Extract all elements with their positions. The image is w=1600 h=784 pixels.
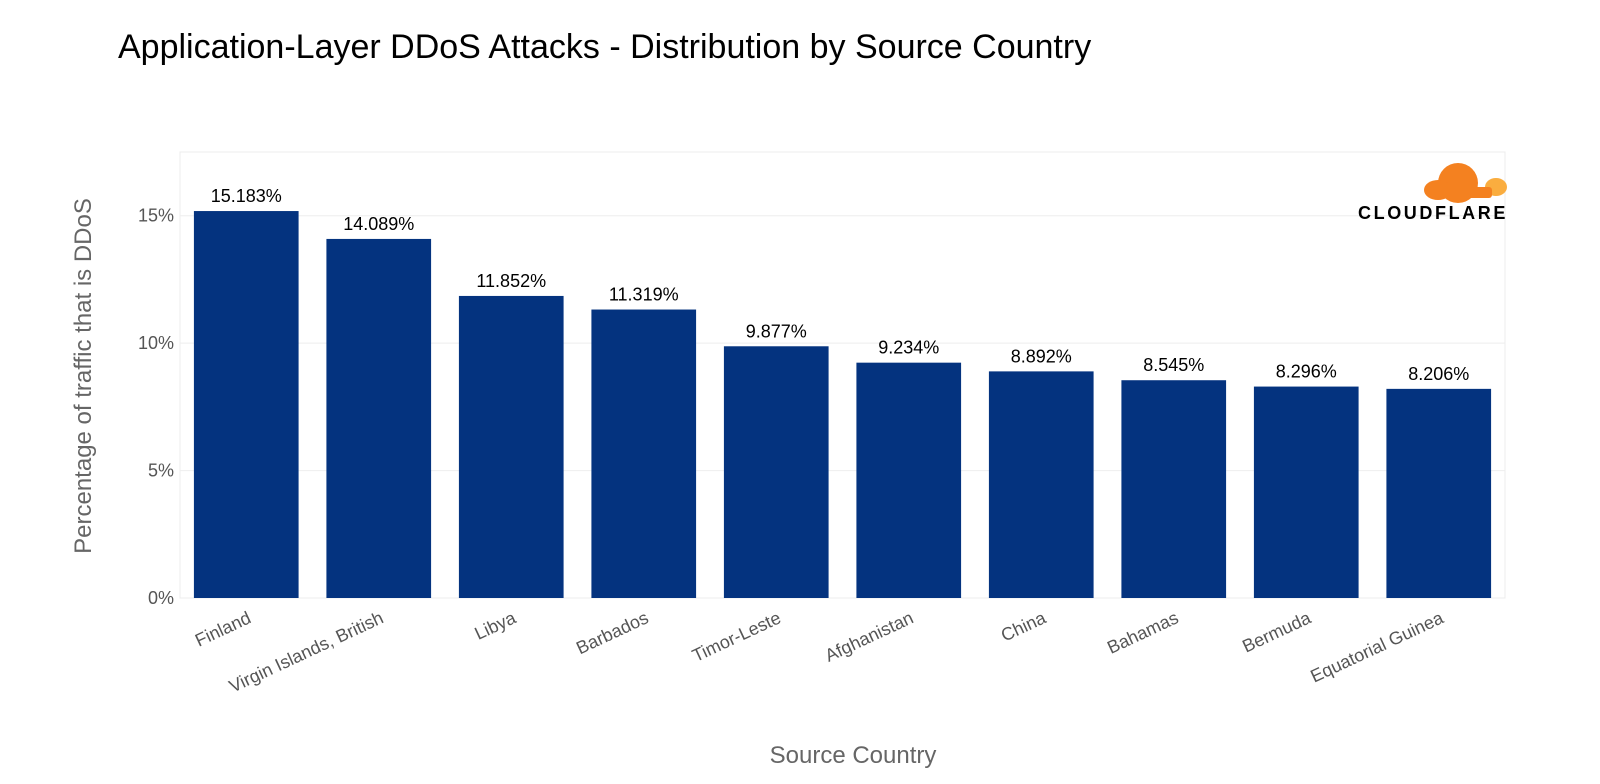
bar (723, 346, 829, 598)
chart-title: Application-Layer DDoS Attacks - Distrib… (118, 28, 1092, 66)
x-category-label: Barbados (573, 607, 651, 658)
data-label: 11.319% (609, 285, 679, 305)
data-label: 15.183% (211, 186, 282, 206)
y-tick-label: 5% (148, 461, 174, 481)
cloud-icon (1424, 163, 1507, 203)
bar (458, 295, 564, 598)
data-label: 14.089% (343, 214, 414, 234)
x-category-label: Bahamas (1104, 607, 1181, 657)
bar (326, 238, 432, 599)
y-tick-label: 15% (138, 206, 174, 226)
y-axis-title: Percentage of traffic that is DDoS (70, 198, 97, 554)
bar (1253, 386, 1359, 598)
bar (988, 371, 1094, 598)
y-axis-ticks: 0% 5% 10% 15% (138, 206, 174, 608)
data-label: 9.234% (878, 338, 939, 358)
x-category-label: Libya (471, 607, 519, 644)
x-category-label: China (998, 607, 1050, 645)
y-tick-label: 0% (148, 588, 174, 608)
data-label: 8.892% (1011, 346, 1072, 366)
data-labels: 15.183% 14.089% 11.852% 11.319% 9.877% 9.234%… (211, 186, 1470, 384)
bar (193, 211, 299, 598)
bar (1386, 388, 1492, 598)
x-category-label: Finland (192, 607, 254, 650)
data-label: 8.296% (1276, 362, 1337, 382)
data-label: 11.852% (476, 271, 546, 291)
x-category-label: Afghanistan (822, 607, 917, 665)
data-label: 8.206% (1408, 364, 1469, 384)
bar (1121, 380, 1227, 598)
cloudflare-logo: CLOUDFLARE (1358, 163, 1508, 223)
x-category-label: Bermuda (1239, 607, 1315, 656)
x-category-label: Timor-Leste (689, 607, 784, 665)
x-category-label: Equatorial Guinea (1307, 607, 1447, 686)
bar (591, 309, 697, 598)
data-label: 9.877% (746, 321, 807, 341)
bars (193, 211, 1492, 599)
bar (856, 362, 962, 598)
y-tick-label: 10% (138, 333, 174, 353)
data-label: 8.545% (1143, 355, 1204, 375)
x-axis-title: Source Country (770, 742, 937, 769)
logo-wordmark: CLOUDFLARE (1358, 203, 1508, 223)
